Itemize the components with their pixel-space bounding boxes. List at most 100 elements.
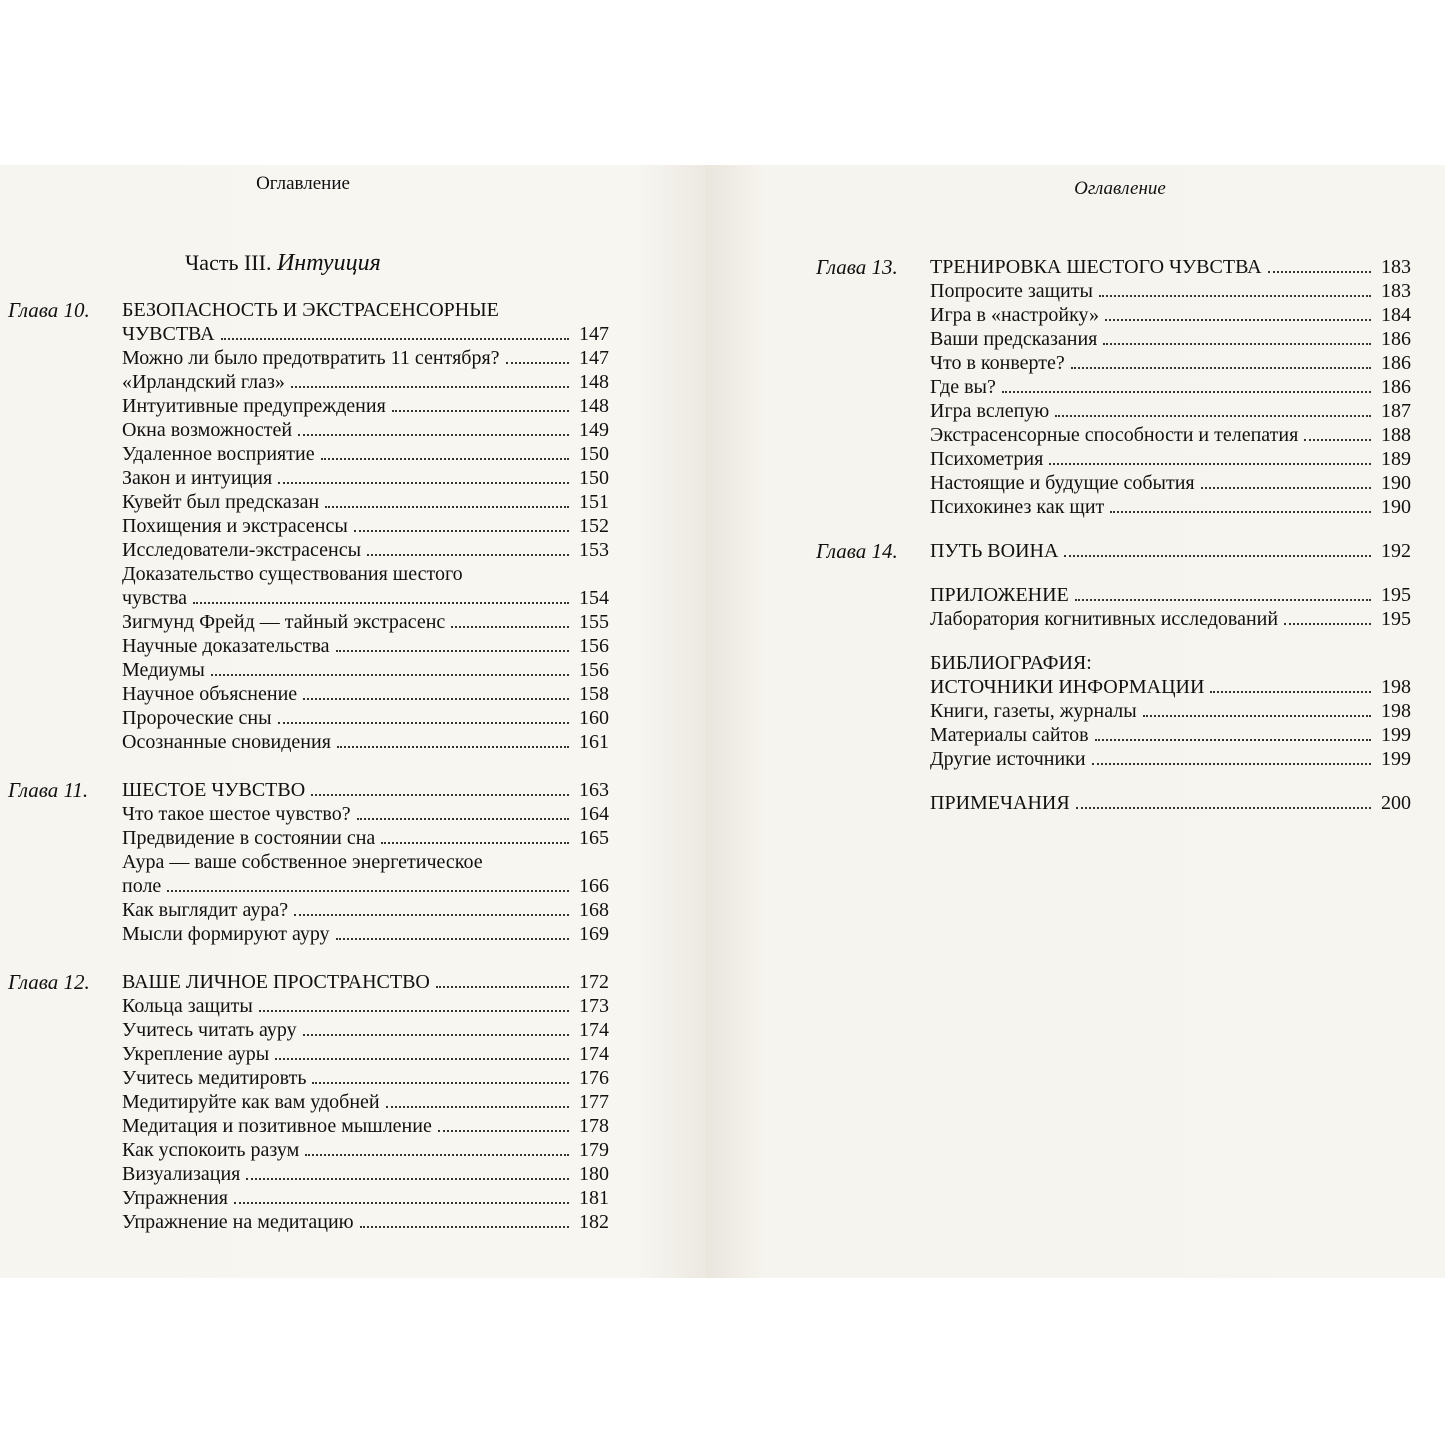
entry-title: Психометрия [930, 448, 1044, 470]
page-number: 164 [579, 803, 609, 825]
entry-line: «Ирландский глаз» 148 [122, 370, 609, 394]
toc-entry: Медитируйте как вам удобней 177 [122, 1090, 609, 1114]
toc-entry: Другие источники 199 [930, 747, 1411, 771]
page-number: 186 [1381, 328, 1411, 350]
dot-leader [1284, 623, 1371, 625]
toc-section: ПРИМЕЧАНИЯ 200 [930, 791, 1411, 815]
page-number: 147 [579, 347, 609, 369]
entry-title: Похищения и экстрасенсы [122, 515, 348, 537]
page-number: 198 [1381, 700, 1411, 722]
page-number: 188 [1381, 424, 1411, 446]
page-number: 165 [579, 827, 609, 849]
dot-leader [312, 1082, 569, 1084]
dot-leader [193, 602, 569, 604]
dot-leader [320, 458, 569, 460]
page-number: 151 [579, 491, 609, 513]
page-number: 199 [1381, 748, 1411, 770]
entry-title: Научные доказательства [122, 635, 330, 657]
entry-title: Ваши предсказания [930, 328, 1098, 350]
part-title: Интуиция [276, 250, 381, 276]
dot-leader [290, 386, 569, 388]
page-number: 148 [579, 371, 609, 393]
entry-line: Интуитивные предупреждения 148 [122, 394, 609, 418]
chapter-line: ТРЕНИРОВКА ШЕСТОГО ЧУВСТВА 183 [930, 255, 1411, 279]
page-number: 195 [1381, 584, 1411, 606]
dot-leader [1267, 271, 1371, 273]
page-number: 195 [1381, 608, 1411, 630]
entry-line: Учитесь читать ауру 174 [122, 1018, 609, 1042]
dot-leader [325, 506, 569, 508]
toc-entry: Исследователи-экстрасенсы 153 [122, 538, 609, 562]
toc-entry: Аура — ваше собственное энергетическое по… [122, 850, 609, 898]
page-number: 156 [579, 635, 609, 657]
entry-line: Ваши предсказания 186 [930, 327, 1411, 351]
entry-title: Кольца защиты [122, 995, 253, 1017]
dot-leader [220, 338, 569, 340]
toc-entry: Попросите защиты 183 [930, 279, 1411, 303]
entry-line: Психокинез как щит 190 [930, 495, 1411, 519]
chapter-title: ТРЕНИРОВКА ШЕСТОГО ЧУВСТВА [930, 256, 1262, 278]
toc-column: Глава 10. БЕЗОПАСНОСТЬ И ЭКСТРАСЕНСОРНЫЕ Ч… [8, 298, 609, 1258]
page-number: 169 [579, 923, 609, 945]
entry-line: Пророческие сны 160 [122, 706, 609, 730]
toc-entry: Удаленное восприятие 150 [122, 442, 609, 466]
entry-line: Экстрасенсорные способности и телепатия 1… [930, 423, 1411, 447]
entry-title: Учитесь читать ауру [122, 1019, 297, 1041]
dot-leader [1091, 763, 1371, 765]
toc-entry: Что такое шестое чувство? 164 [122, 802, 609, 826]
entry-line: Что в конверте? 186 [930, 351, 1411, 375]
toc-entry: Мысли формируют ауру 169 [122, 922, 609, 946]
toc-entry: Книги, газеты, журналы 198 [930, 699, 1411, 723]
entry-line: Визуализация 180 [122, 1162, 609, 1186]
dot-leader [277, 722, 569, 724]
entry-title: Игра вслепую [930, 400, 1050, 422]
entry-title: Что в конверте? [930, 352, 1065, 374]
chapter-title: ПРИЛОЖЕНИЕ [930, 584, 1069, 606]
page-number: 198 [1381, 676, 1411, 698]
entry-title: Что такое шестое чувство? [122, 803, 351, 825]
page-number: 148 [579, 395, 609, 417]
chapter-title: ЧУВСТВА [122, 323, 215, 345]
chapter-line: БИБЛИОГРАФИЯ: [930, 651, 1411, 675]
dot-leader [437, 1130, 569, 1132]
dot-leader [353, 530, 569, 532]
running-header: Оглавление [1074, 178, 1166, 199]
entry-line: Окна возможностей 149 [122, 418, 609, 442]
page-number: 174 [579, 1019, 609, 1041]
chapter-line: БЕЗОПАСНОСТЬ И ЭКСТРАСЕНСОРНЫЕ [122, 298, 609, 322]
page-number: 183 [1381, 280, 1411, 302]
running-header: Оглавление [256, 173, 350, 194]
entry-line: Осознанные сновидения 161 [122, 730, 609, 754]
toc-entry: Материалы сайтов 199 [930, 723, 1411, 747]
chapter-label: Глава 13. [816, 255, 898, 279]
chapter-line: ПРИМЕЧАНИЯ 200 [930, 791, 1411, 815]
page-number: 147 [579, 323, 609, 345]
entry-title: Медитируйте как вам удобней [122, 1091, 380, 1113]
entry-title: Пророческие сны [122, 707, 272, 729]
left-page [0, 165, 706, 1278]
page-number: 156 [579, 659, 609, 681]
entry-line: Кувейт был предсказан 151 [122, 490, 609, 514]
entry-title: Книги, газеты, журналы [930, 700, 1137, 722]
toc-entry: Как выглядит аура? 168 [122, 898, 609, 922]
toc-entry: Похищения и экстрасенсы 152 [122, 514, 609, 538]
entry-line: Удаленное восприятие 150 [122, 442, 609, 466]
toc-entry: «Ирландский глаз» 148 [122, 370, 609, 394]
entry-line: Настоящие и будущие события 190 [930, 471, 1411, 495]
chapter-label: Глава 11. [8, 778, 89, 802]
page-number: 174 [579, 1043, 609, 1065]
toc-entry: Игра вслепую 187 [930, 399, 1411, 423]
entry-title: Лаборатория когнитивных исследований [930, 608, 1279, 630]
page-number: 200 [1381, 792, 1411, 814]
chapter-line: ПУТЬ ВОИНА 192 [930, 539, 1411, 563]
page-number: 182 [579, 1211, 609, 1233]
dot-leader [1055, 415, 1371, 417]
entry-title: Визуализация [122, 1163, 241, 1185]
chapter-label: Глава 12. [8, 970, 90, 994]
entry-line: Укрепление ауры 174 [122, 1042, 609, 1066]
page-number: 152 [579, 515, 609, 537]
dot-leader [311, 794, 569, 796]
entry-line: Мысли формируют ауру 169 [122, 922, 609, 946]
page-number: 187 [1381, 400, 1411, 422]
toc-entry: Научное объяснение 158 [122, 682, 609, 706]
